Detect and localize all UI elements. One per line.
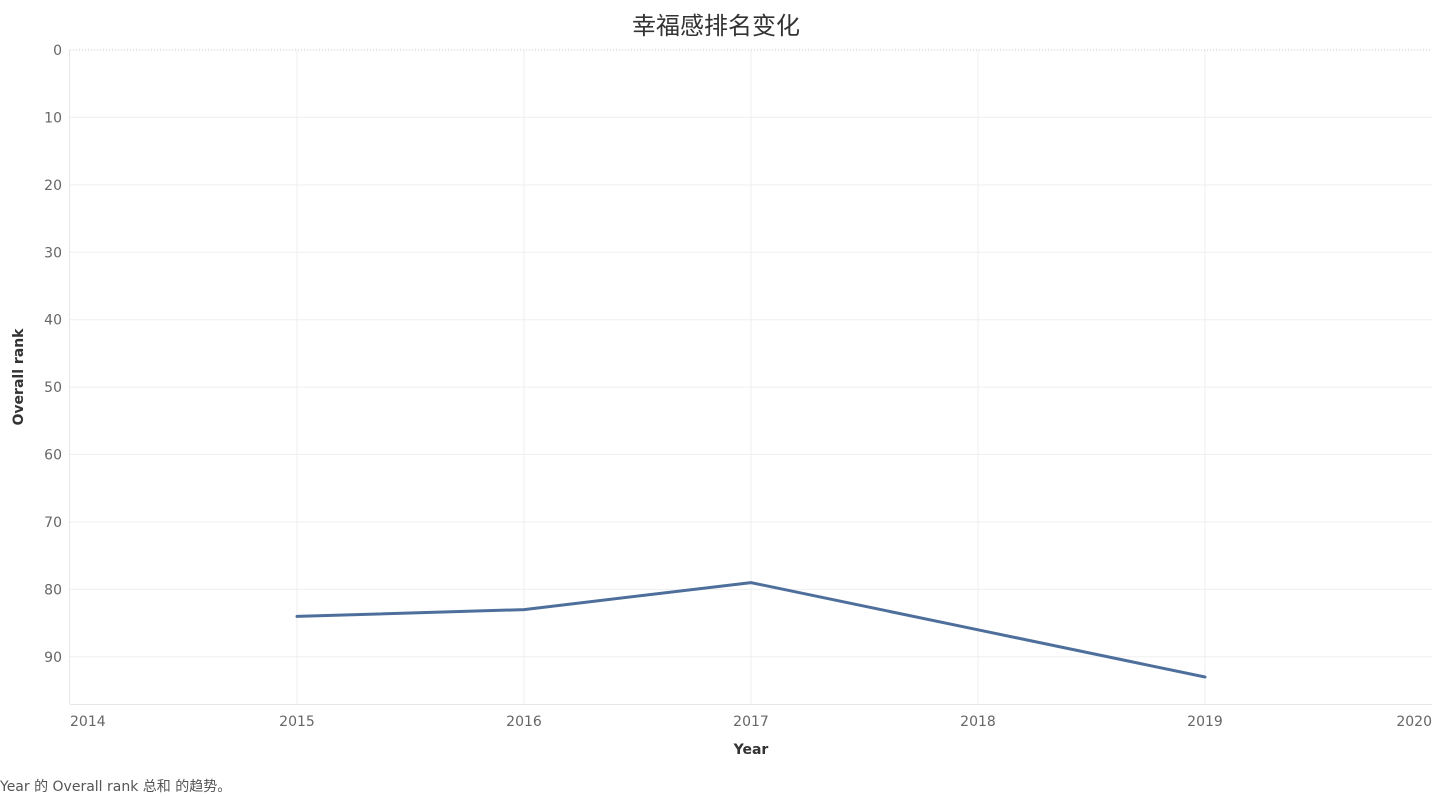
chart-caption: Year 的 Overall rank 总和 的趋势。 <box>0 779 232 795</box>
axes <box>69 49 1432 705</box>
y-tick-label: 40 <box>44 313 62 329</box>
grid-lines <box>70 50 1432 704</box>
x-tick-label: 2014 <box>70 714 106 730</box>
y-tick-label: 0 <box>53 43 62 59</box>
x-tick-label: 2015 <box>279 714 315 730</box>
series-line[interactable] <box>295 581 1207 679</box>
series-lines[interactable] <box>295 581 1207 679</box>
x-tick-label: 2019 <box>1187 714 1223 730</box>
y-axis-title: Overall rank <box>11 328 27 426</box>
x-axis-ticks: 2014 2015 2016 2017 2018 2019 2020 <box>70 714 1432 730</box>
y-tick-label: 90 <box>44 650 62 666</box>
y-axis-ticks: 0 10 20 30 40 50 60 70 80 90 <box>44 43 62 666</box>
x-tick-label: 2020 <box>1396 714 1432 730</box>
y-tick-label: 10 <box>44 110 62 126</box>
y-tick-label: 30 <box>44 245 62 261</box>
y-tick-label: 80 <box>44 582 62 598</box>
x-tick-label: 2017 <box>733 714 769 730</box>
y-tick-label: 20 <box>44 178 62 194</box>
y-tick-label: 60 <box>44 448 62 464</box>
x-tick-label: 2018 <box>960 714 996 730</box>
y-tick-label: 70 <box>44 515 62 531</box>
y-tick-label: 50 <box>44 380 62 396</box>
x-tick-label: 2016 <box>506 714 542 730</box>
chart-title: 幸福感排名变化 <box>632 12 800 40</box>
x-axis-title: Year <box>733 742 769 758</box>
